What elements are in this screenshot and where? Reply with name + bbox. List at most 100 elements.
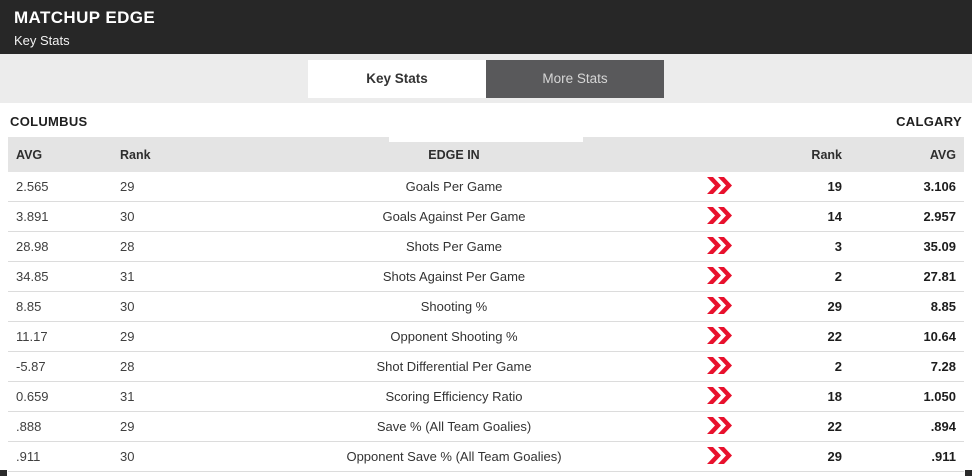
right-rank-value: 3 [834, 239, 842, 254]
teams-row: COLUMBUS CALGARY [0, 103, 972, 137]
right-avg-value: 2.957 [923, 209, 956, 224]
left-avg-value: .888 [16, 419, 42, 434]
table-row: .911 30 Opponent Save % (All Team Goalie… [8, 442, 964, 472]
left-avg-value: 34.85 [16, 269, 49, 284]
col-header-edge-in: EDGE IN [428, 147, 480, 162]
double-chevron-right-icon [706, 296, 733, 314]
team-name-right: CALGARY [896, 114, 962, 129]
right-rank-value: 29 [827, 449, 842, 464]
tab-more-stats[interactable]: More Stats [486, 59, 664, 98]
left-avg-value: 0.659 [16, 389, 49, 404]
stat-name: Opponent Save % (All Team Goalies) [346, 449, 562, 464]
stat-name: Scoring Efficiency Ratio [385, 389, 523, 404]
right-avg-value: 7.28 [930, 359, 956, 374]
double-chevron-right-icon [706, 176, 733, 194]
right-avg-value: 1.050 [923, 389, 956, 404]
stat-name: Shot Differential Per Game [376, 359, 532, 374]
right-avg-value: .894 [930, 419, 956, 434]
left-rank-value: 30 [120, 209, 135, 224]
page-subtitle: Key Stats [14, 33, 70, 48]
col-header-left-avg: AVG [16, 147, 43, 162]
double-chevron-right-icon [706, 326, 733, 344]
edge-cell [688, 236, 750, 257]
double-chevron-right-icon [706, 386, 733, 404]
double-chevron-right-icon [706, 206, 733, 224]
right-avg-value: 10.64 [923, 329, 956, 344]
edge-cell [688, 296, 750, 317]
double-chevron-right-icon [706, 416, 733, 434]
stats-table-body: 2.565 29 Goals Per Game 19 3.106 3.891 3… [8, 172, 964, 472]
right-rank-value: 18 [827, 389, 842, 404]
stat-name: Shots Per Game [405, 239, 503, 254]
edge-cell [688, 446, 750, 467]
table-row: 2.565 29 Goals Per Game 19 3.106 [8, 172, 964, 202]
right-avg-value: 8.85 [930, 299, 956, 314]
stat-name: Goals Against Per Game [382, 209, 526, 224]
table-row: .888 29 Save % (All Team Goalies) 22 .89… [8, 412, 964, 442]
table-row: 0.659 31 Scoring Efficiency Ratio 18 1.0… [8, 382, 964, 412]
left-avg-value: 11.17 [16, 329, 48, 344]
col-header-right-avg: AVG [929, 147, 956, 162]
stat-name: Save % (All Team Goalies) [376, 419, 532, 434]
right-avg-value: 3.106 [923, 179, 956, 194]
right-avg-value: 35.09 [923, 239, 956, 254]
edge-cell [688, 386, 750, 407]
tab-key-stats[interactable]: Key Stats [308, 59, 486, 98]
left-rank-value: 29 [120, 179, 135, 194]
edge-cell [688, 416, 750, 437]
right-rank-value: 14 [827, 209, 842, 224]
stat-name: Shots Against Per Game [382, 269, 526, 284]
right-rank-value: 19 [827, 179, 842, 194]
left-avg-value: 28.98 [16, 239, 49, 254]
left-avg-value: -5.87 [16, 359, 46, 374]
double-chevron-right-icon [706, 266, 733, 284]
table-row: 34.85 31 Shots Against Per Game 2 27.81 [8, 262, 964, 292]
right-rank-value: 22 [827, 419, 842, 434]
double-chevron-right-icon [706, 356, 733, 374]
edge-cell [688, 176, 750, 197]
table-header-row: AVG Rank EDGE IN Rank AVG [8, 137, 964, 172]
table-row: 3.891 30 Goals Against Per Game 14 2.957 [8, 202, 964, 232]
right-rank-value: 22 [827, 329, 842, 344]
left-rank-value: 29 [120, 329, 135, 344]
table-row: 8.85 30 Shooting % 29 8.85 [8, 292, 964, 322]
left-rank-value: 29 [120, 419, 135, 434]
key-stats-table: AVG Rank EDGE IN Rank AVG 2.565 29 Goals… [0, 137, 972, 472]
right-rank-value: 29 [827, 299, 842, 314]
left-avg-value: 2.565 [16, 179, 49, 194]
right-rank-value: 2 [834, 359, 842, 374]
left-rank-value: 28 [120, 359, 135, 374]
left-rank-value: 30 [120, 449, 135, 464]
right-rank-value: 2 [834, 269, 842, 284]
table-row: -5.87 28 Shot Differential Per Game 2 7.… [8, 352, 964, 382]
edge-cell [688, 356, 750, 377]
edge-cell [688, 206, 750, 227]
stats-tabbar: Key Stats More Stats [0, 54, 972, 103]
header-notch [389, 137, 583, 142]
table-row: 11.17 29 Opponent Shooting % 22 10.64 [8, 322, 964, 352]
stat-name: Opponent Shooting % [390, 329, 518, 344]
right-avg-value: 27.81 [923, 269, 956, 284]
edge-cell [688, 326, 750, 347]
bottom-right-corner-mark [965, 470, 972, 476]
bottom-left-corner-mark [0, 470, 7, 476]
left-rank-value: 30 [120, 299, 135, 314]
stat-name: Goals Per Game [405, 179, 503, 194]
left-avg-value: .911 [16, 449, 41, 464]
matchup-edge-header: MATCHUP EDGE Key Stats [0, 0, 972, 54]
stat-name: Shooting % [420, 299, 488, 314]
double-chevron-right-icon [706, 446, 733, 464]
double-chevron-right-icon [706, 236, 733, 254]
left-rank-value: 28 [120, 239, 135, 254]
left-avg-value: 3.891 [16, 209, 49, 224]
col-header-right-rank: Rank [811, 147, 842, 162]
page-title: MATCHUP EDGE [14, 8, 156, 27]
right-avg-value: .911 [931, 449, 956, 464]
left-rank-value: 31 [120, 269, 135, 284]
team-name-left: COLUMBUS [10, 114, 88, 129]
left-avg-value: 8.85 [16, 299, 42, 314]
col-header-left-rank: Rank [120, 147, 151, 162]
edge-cell [688, 266, 750, 287]
left-rank-value: 31 [120, 389, 135, 404]
table-row: 28.98 28 Shots Per Game 3 35.09 [8, 232, 964, 262]
